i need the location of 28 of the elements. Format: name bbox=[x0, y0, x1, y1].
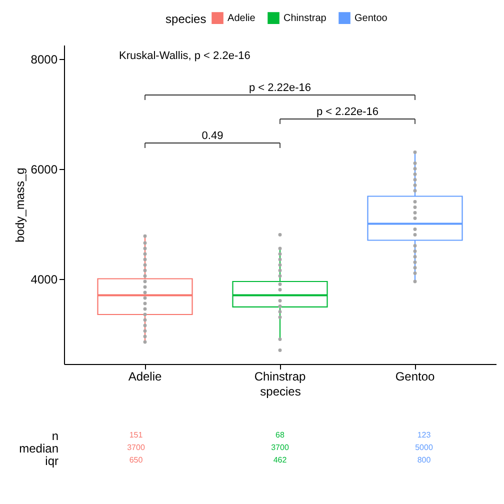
x-tick-label: Gentoo bbox=[395, 370, 435, 384]
text: 462 bbox=[273, 456, 288, 465]
legend-label: Gentoo bbox=[354, 13, 388, 24]
annotation: 0.49 bbox=[202, 130, 224, 142]
text: median bbox=[19, 442, 58, 456]
legend-label: Chinstrap bbox=[284, 13, 327, 24]
y-tick-label: 4000 bbox=[30, 272, 58, 286]
text: iqr bbox=[45, 454, 58, 468]
text: 3700 bbox=[127, 443, 146, 452]
text: 5000 bbox=[415, 443, 434, 452]
legend-label: Adelie bbox=[228, 13, 256, 24]
text: n bbox=[52, 428, 58, 443]
text: 151 bbox=[129, 430, 144, 440]
legend-title: species bbox=[166, 12, 206, 26]
text: 800 bbox=[417, 456, 432, 465]
x-tick-label: Adelie bbox=[128, 370, 162, 384]
y-axis-title: body_mass_g bbox=[12, 168, 27, 242]
text: 68 bbox=[276, 430, 285, 440]
text: 123 bbox=[417, 430, 432, 440]
annotation: p < 2.22e-16 bbox=[248, 82, 312, 94]
annotation: p < 2.22e-16 bbox=[316, 106, 379, 118]
y-tick-label: 6000 bbox=[30, 162, 58, 176]
x-axis-title: species bbox=[260, 384, 301, 398]
text: 650 bbox=[129, 456, 144, 465]
y-tick-label: 8000 bbox=[30, 52, 58, 66]
annotation: Kruskal-Wallis, p < 2.2e-16 bbox=[119, 50, 250, 62]
x-tick-label: Chinstrap bbox=[254, 370, 306, 384]
text: 3700 bbox=[271, 443, 290, 452]
